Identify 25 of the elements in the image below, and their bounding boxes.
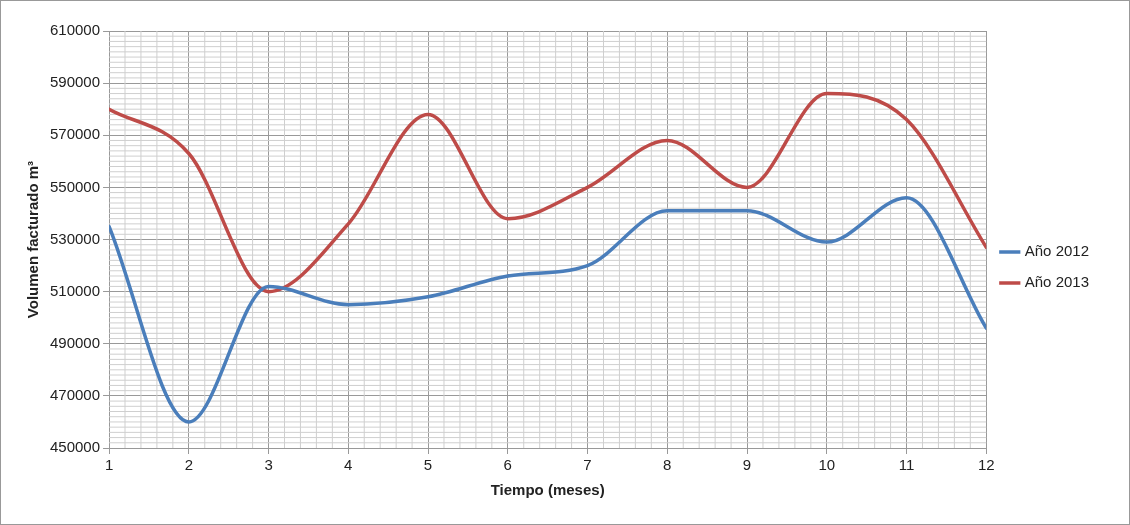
x-tick-label: 1 bbox=[104, 456, 114, 474]
y-tick-label: 610000 bbox=[49, 21, 101, 39]
y-tick-label: 570000 bbox=[49, 125, 101, 143]
x-tick-label: 3 bbox=[264, 456, 273, 474]
legend-label: Año 2012 bbox=[1024, 242, 1090, 260]
x-tick-label: 12 bbox=[977, 456, 995, 474]
legend-label: Año 2013 bbox=[1024, 273, 1090, 291]
x-tick-label: 5 bbox=[423, 456, 433, 474]
x-tick-label: 2 bbox=[184, 456, 193, 474]
x-tick-label: 7 bbox=[583, 456, 592, 474]
y-tick-label: 450000 bbox=[49, 438, 101, 456]
x-tick-label: 6 bbox=[503, 456, 512, 474]
x-tick-label: 10 bbox=[818, 456, 836, 474]
y-tick-label: 510000 bbox=[49, 281, 101, 299]
x-tick-label: 4 bbox=[344, 456, 353, 474]
y-tick-label: 590000 bbox=[49, 73, 101, 91]
x-tick-label: 9 bbox=[742, 456, 752, 474]
x-tick-label: 11 bbox=[898, 456, 915, 474]
x-tick-label: 8 bbox=[663, 456, 672, 474]
y-tick-label: 490000 bbox=[49, 333, 101, 351]
y-tick-label: 470000 bbox=[49, 386, 101, 404]
y-axis-title: Volumen facturado m³ bbox=[24, 160, 42, 319]
y-tick-label: 530000 bbox=[49, 229, 101, 247]
x-axis-title: Tiempo (meses) bbox=[490, 481, 605, 499]
y-tick-label: 550000 bbox=[49, 177, 101, 195]
